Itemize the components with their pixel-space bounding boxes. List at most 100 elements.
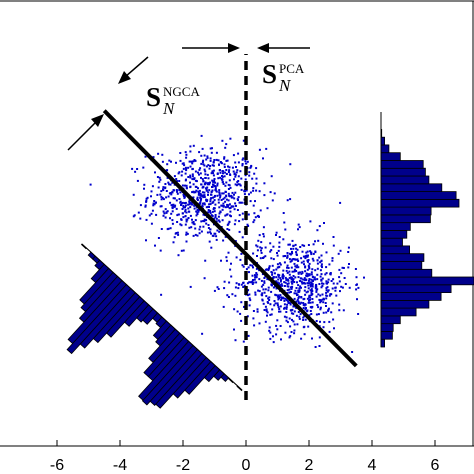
- scatter-point: [215, 238, 218, 241]
- scatter-point: [283, 281, 286, 284]
- scatter-point: [227, 192, 230, 195]
- scatter-point: [307, 279, 310, 282]
- scatter-point: [214, 187, 217, 190]
- scatter-point: [166, 163, 169, 166]
- scatter-point: [167, 181, 170, 184]
- scatter-point: [332, 318, 335, 321]
- scatter-point: [190, 226, 193, 229]
- scatter-point: [317, 293, 320, 296]
- scatter-point: [234, 191, 237, 194]
- scatter-point: [197, 187, 199, 190]
- scatter-point: [185, 168, 188, 171]
- scatter-point: [279, 310, 282, 313]
- scatter-point: [181, 212, 184, 215]
- scatter-point: [310, 253, 313, 256]
- scatter-point: [283, 285, 286, 287]
- scatter-point: [315, 290, 318, 293]
- scatter-point: [237, 161, 240, 164]
- scatter-point: [344, 283, 347, 285]
- scatter-point: [338, 276, 341, 279]
- scatter-point: [309, 310, 312, 312]
- scatter-point: [321, 298, 324, 301]
- scatter-point: [205, 200, 208, 203]
- scatter-point: [210, 172, 213, 175]
- scatter-point: [331, 287, 334, 290]
- scatter-point: [302, 302, 305, 304]
- scatter-point: [222, 305, 225, 308]
- scatter-point: [300, 281, 303, 284]
- scatter-point: [235, 184, 238, 187]
- scatter-point: [205, 189, 208, 192]
- scatter-point: [226, 203, 229, 206]
- scatter-point: [160, 228, 163, 230]
- scatter-point: [227, 199, 230, 202]
- scatter-point: [261, 298, 264, 301]
- scatter-point: [225, 143, 228, 146]
- scatter-point: [268, 299, 271, 301]
- scatter-point: [209, 165, 212, 167]
- scatter-point: [162, 186, 165, 189]
- scatter-point: [217, 215, 220, 218]
- scatter-point: [302, 278, 305, 281]
- scatter-point: [175, 199, 178, 202]
- scatter-point: [305, 251, 308, 254]
- scatter-point: [342, 309, 345, 312]
- scatter-point: [268, 296, 271, 299]
- scatter-point: [212, 164, 215, 167]
- scatter-point: [300, 301, 303, 304]
- scatter-point: [198, 228, 201, 231]
- scatter-point: [309, 289, 312, 292]
- scatter-point: [325, 251, 328, 254]
- scatter-point: [252, 252, 255, 255]
- scatter-point: [242, 286, 245, 288]
- scatter-point: [247, 289, 250, 292]
- scatter-point: [342, 267, 345, 269]
- scatter-point: [262, 226, 265, 229]
- scatter-point: [206, 231, 209, 234]
- scatter-point: [290, 247, 292, 250]
- scatter-point: [213, 289, 216, 292]
- scatter-point: [310, 251, 313, 254]
- s-ngca-label: S N NGCA: [146, 82, 200, 118]
- scatter-point: [161, 197, 164, 199]
- scatter-point: [316, 273, 319, 276]
- scatter-point: [163, 212, 166, 215]
- scatter-point: [176, 221, 179, 223]
- scatter-point: [188, 226, 191, 229]
- scatter-point: [188, 201, 191, 204]
- scatter-point: [239, 312, 242, 315]
- scatter-point: [317, 313, 320, 316]
- scatter-point: [303, 277, 306, 280]
- scatter-point: [271, 199, 274, 202]
- scatter-point: [272, 258, 275, 261]
- scatter-point: [177, 213, 180, 216]
- scatter-point: [170, 160, 172, 163]
- scatter-point: [269, 191, 272, 194]
- scatter-point: [218, 220, 221, 223]
- scatter-point: [164, 208, 167, 211]
- scatter-point: [211, 201, 214, 204]
- scatter-point: [198, 173, 200, 176]
- scatter-point: [139, 217, 142, 220]
- scatter-point: [308, 282, 311, 285]
- scatter-point: [209, 159, 212, 162]
- scatter-point: [297, 276, 300, 279]
- scatter-point: [180, 202, 183, 205]
- scatter-point: [230, 275, 233, 278]
- scatter-point: [237, 183, 240, 186]
- scatter-point: [196, 234, 199, 237]
- scatter-point: [226, 223, 229, 226]
- scatter-point: [144, 205, 147, 208]
- scatter-point: [273, 192, 276, 195]
- scatter-point: [203, 220, 206, 223]
- scatter-point: [191, 168, 194, 171]
- scatter-point: [300, 257, 303, 260]
- scatter-point: [289, 291, 292, 293]
- scatter-point: [184, 204, 187, 207]
- scatter-point: [276, 328, 279, 331]
- scatter-point: [338, 280, 341, 283]
- scatter-point: [225, 195, 228, 198]
- scatter-point: [262, 257, 264, 259]
- scatter-point: [301, 250, 304, 253]
- scatter-point: [275, 234, 277, 236]
